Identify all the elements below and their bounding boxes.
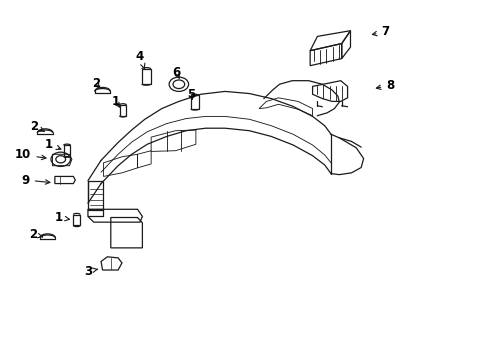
Text: 1: 1 [45,138,61,151]
Bar [73,215,80,225]
Text: 2: 2 [29,228,42,241]
Bar [119,105,126,116]
Bar [63,145,70,156]
Text: 10: 10 [15,148,46,162]
Text: 1: 1 [111,95,120,108]
Text: 8: 8 [376,79,394,92]
Bar [191,95,199,109]
Text: 1: 1 [55,211,69,224]
Text: 2: 2 [30,120,44,133]
Text: 9: 9 [21,174,50,186]
Text: 3: 3 [84,265,98,278]
Text: 2: 2 [92,77,100,90]
Text: 5: 5 [186,88,195,101]
Text: 7: 7 [372,25,389,38]
Text: 4: 4 [136,50,144,69]
Bar [142,69,150,84]
Text: 6: 6 [172,66,180,79]
